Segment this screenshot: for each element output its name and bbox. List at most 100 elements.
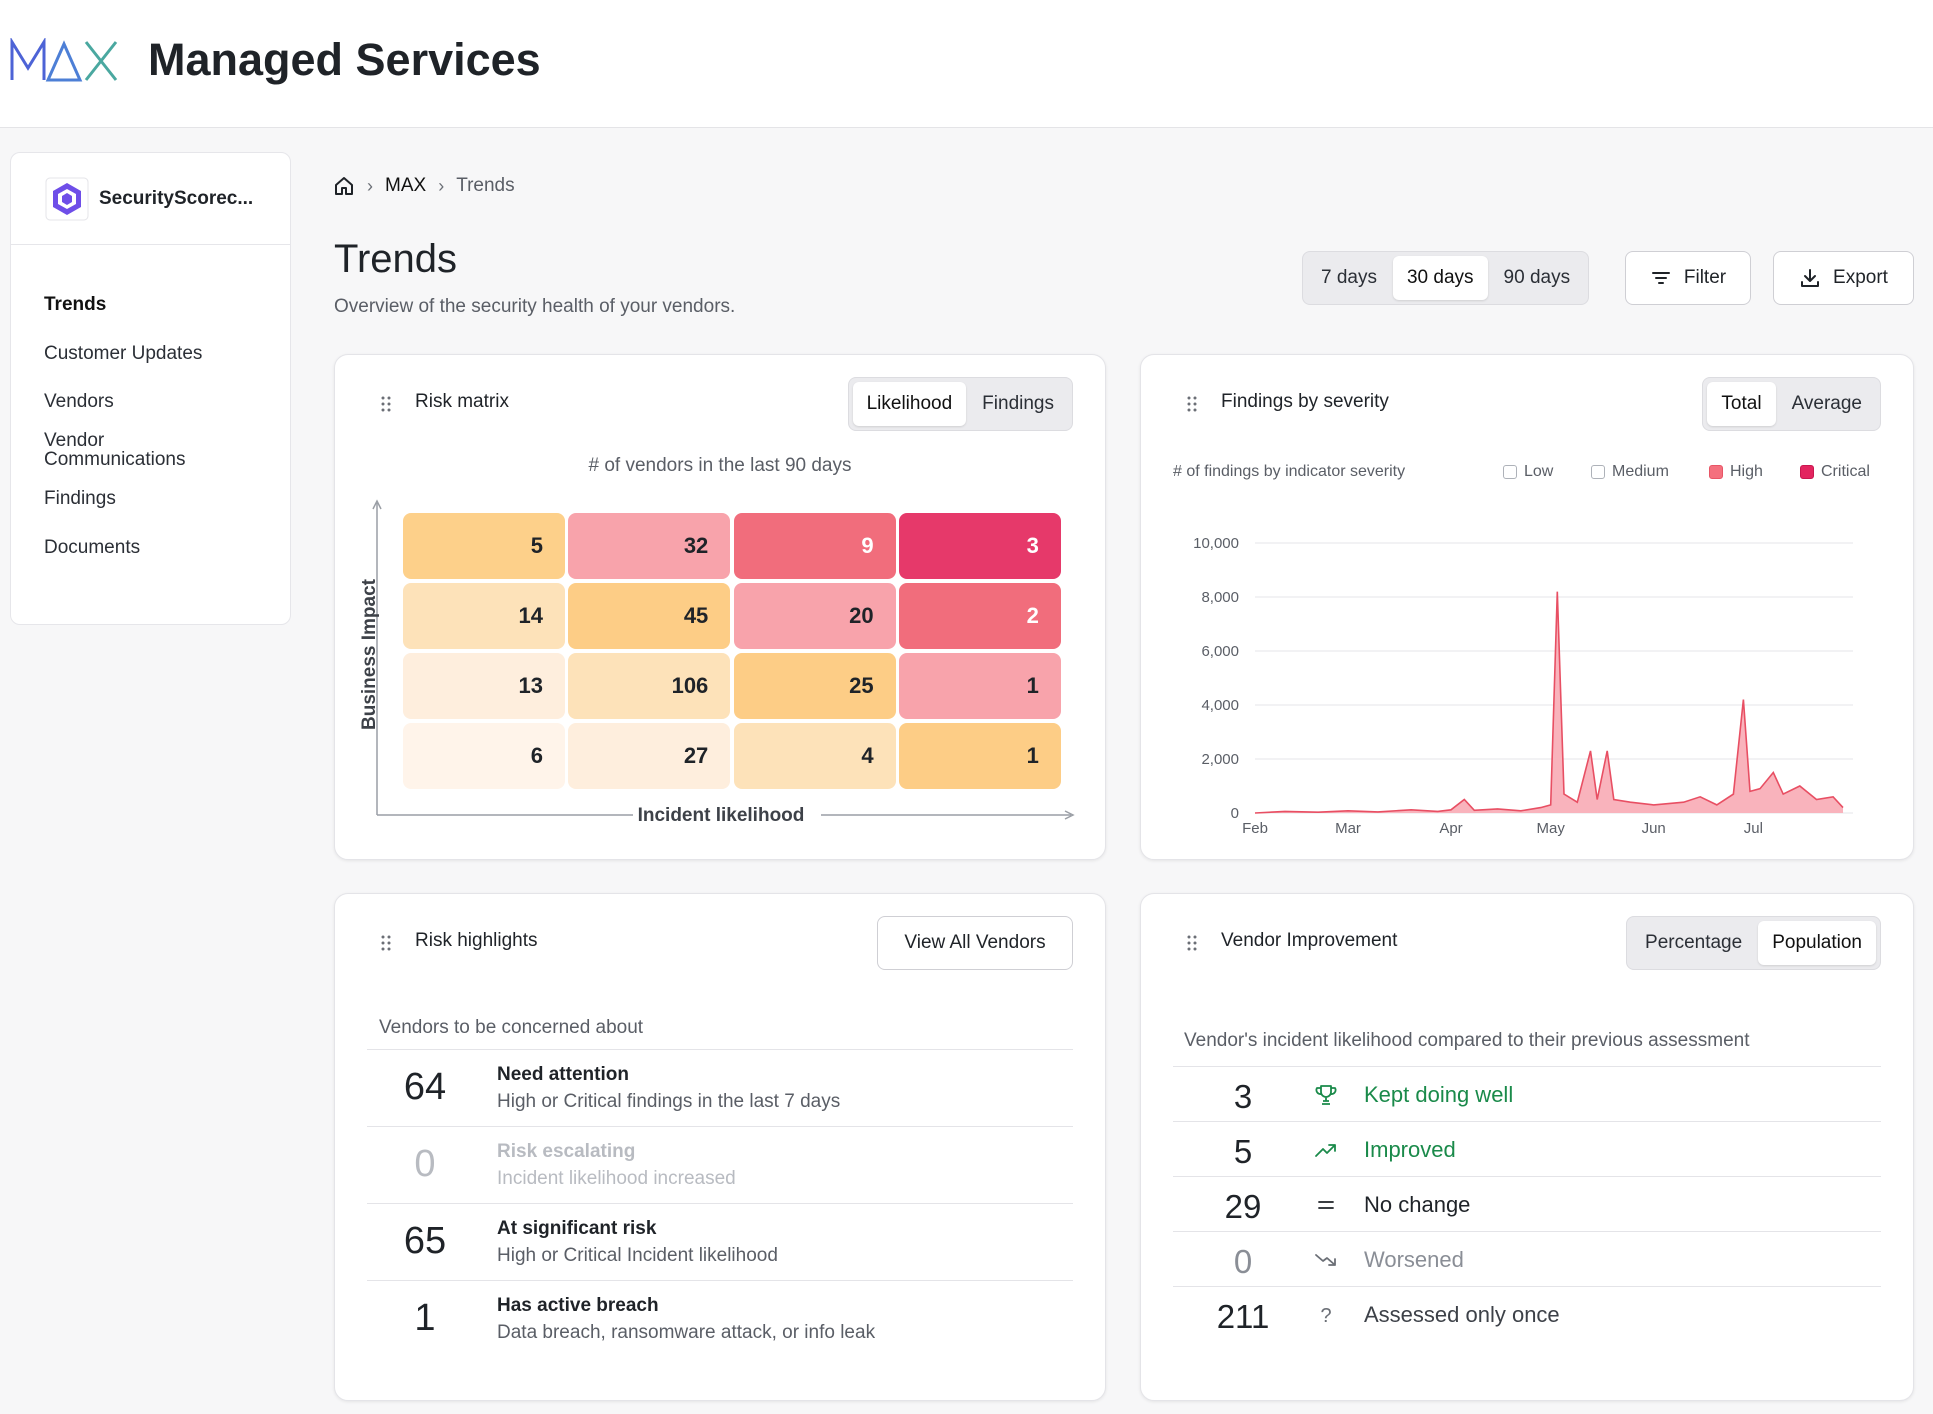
drag-handle-icon[interactable]	[1187, 395, 1197, 413]
risk-matrix-cell[interactable]: 5	[403, 513, 565, 579]
max-logo[interactable]	[10, 38, 118, 82]
risk-matrix-cell[interactable]: 27	[568, 723, 731, 789]
risk-matrix-cell[interactable]: 1	[898, 653, 1061, 719]
sidebar-item-findings[interactable]: Findings	[44, 488, 116, 509]
range-90-days[interactable]: 90 days	[1503, 267, 1571, 288]
list-item[interactable]: 5 Improved	[1173, 1122, 1881, 1177]
list-item[interactable]: 0 Worsened	[1173, 1232, 1881, 1287]
highlight-title: Need attention	[497, 1064, 629, 1085]
trending-up-icon	[1315, 1144, 1336, 1157]
tab-population[interactable]: Population	[1758, 921, 1876, 965]
legend-label: Critical	[1821, 463, 1870, 480]
x-axis-label: Incident likelihood	[637, 805, 805, 826]
list-item[interactable]: 29 No change	[1173, 1177, 1881, 1232]
y-tick-label: 4,000	[1201, 697, 1239, 714]
risk-matrix-cell[interactable]: 45	[568, 583, 731, 649]
risk-matrix-cell[interactable]: 6	[403, 723, 565, 789]
legend-label: Low	[1524, 463, 1554, 480]
risk-matrix-cell[interactable]: 20	[733, 583, 896, 649]
range-7-days[interactable]: 7 days	[1321, 267, 1377, 288]
drag-handle-icon[interactable]	[381, 395, 391, 413]
x-tick-label: Apr	[1439, 820, 1462, 837]
equals-icon	[1318, 1201, 1334, 1209]
view-all-vendors-button[interactable]: View All Vendors	[877, 916, 1073, 970]
chevron-right-icon: ›	[367, 175, 373, 196]
risk-matrix-caption: # of vendors in the last 90 days	[588, 455, 852, 476]
x-tick-label: Feb	[1242, 820, 1268, 837]
question-icon: ?	[1320, 1305, 1331, 1327]
tab-findings[interactable]: Findings	[982, 393, 1054, 414]
risk-matrix-cell[interactable]: 1	[898, 723, 1061, 789]
risk-matrix-tabs: Likelihood Findings	[847, 377, 1073, 431]
y-tick-label: 6,000	[1201, 643, 1239, 660]
filter-button[interactable]: Filter	[1625, 251, 1751, 305]
risk-matrix-cell[interactable]: 13	[403, 653, 565, 719]
range-30-days[interactable]: 30 days	[1392, 256, 1488, 300]
card-title: Findings by severity	[1221, 391, 1389, 412]
highlight-description: Incident likelihood increased	[497, 1168, 736, 1189]
highlight-title: At significant risk	[497, 1218, 657, 1239]
card-title: Risk highlights	[415, 930, 538, 951]
sidebar-item-vendors[interactable]: Vendors	[44, 391, 114, 412]
x-tick-label: Jun	[1642, 820, 1666, 837]
legend-critical[interactable]: Critical	[1800, 463, 1870, 481]
tab-percentage[interactable]: Percentage	[1645, 932, 1743, 953]
chevron-right-icon: ›	[438, 175, 445, 196]
sidebar-item-customer-updates[interactable]: Customer Updates	[44, 342, 203, 364]
list-item[interactable]: 211 ? Assessed only once	[1173, 1287, 1881, 1342]
home-icon[interactable]	[333, 175, 355, 197]
series-area-high[interactable]	[1255, 591, 1844, 813]
export-label: Export	[1833, 267, 1888, 288]
risk-highlights-caption: Vendors to be concerned about	[379, 1017, 644, 1038]
risk-matrix-cell[interactable]: 14	[403, 583, 565, 649]
improvement-count: 3	[1233, 1078, 1253, 1115]
risk-matrix-cell[interactable]: 9	[733, 513, 896, 579]
risk-matrix-cell[interactable]: 106	[568, 653, 731, 719]
trophy-icon	[1315, 1085, 1337, 1105]
series-line-high	[1254, 591, 1844, 814]
sidebar-nav: Trends Customer Updates Vendors Vendor C…	[11, 245, 290, 572]
sidebar-item-trends[interactable]: Trends	[44, 294, 107, 315]
breadcrumb-max[interactable]: MAX	[385, 175, 427, 196]
risk-highlights-card: Risk highlights View All Vendors Vendors…	[334, 893, 1106, 1401]
legend-swatch-low	[1503, 465, 1517, 479]
risk-matrix-cell[interactable]: 4	[733, 723, 896, 789]
x-tick-label: Mar	[1335, 820, 1361, 837]
tab-average[interactable]: Average	[1791, 393, 1862, 414]
improvement-count: 29	[1224, 1188, 1262, 1225]
risk-matrix-cell[interactable]: 2	[898, 583, 1061, 649]
list-item[interactable]: 64 Need attention High or Critical findi…	[367, 1050, 1073, 1127]
legend-low[interactable]: Low	[1503, 463, 1553, 481]
improvement-count: 211	[1216, 1298, 1270, 1335]
top-bar: Managed Services	[0, 0, 1933, 128]
trending-down-icon	[1315, 1254, 1336, 1266]
sidebar-item-vendor-communications[interactable]: Vendor Communications	[44, 429, 186, 470]
legend-high[interactable]: High	[1709, 463, 1763, 481]
drag-handle-icon[interactable]	[381, 934, 391, 952]
tab-total[interactable]: Total	[1707, 382, 1776, 426]
highlight-count: 65	[403, 1220, 447, 1262]
legend-medium[interactable]: Medium	[1591, 463, 1669, 481]
list-item[interactable]: 3 Kept doing well	[1173, 1067, 1881, 1122]
highlight-description: High or Critical findings in the last 7 …	[497, 1091, 841, 1112]
org-switcher[interactable]: SecurityScorec...	[11, 153, 290, 245]
drag-handle-icon[interactable]	[1187, 934, 1197, 952]
tab-likelihood[interactable]: Likelihood	[852, 382, 967, 426]
highlight-description: High or Critical Incident likelihood	[497, 1245, 778, 1266]
legend-label: High	[1730, 463, 1763, 480]
improvement-count: 5	[1233, 1133, 1253, 1170]
vendor-improvement-tabs: Percentage Population	[1626, 916, 1881, 970]
securityscorecard-icon	[45, 177, 89, 220]
risk-matrix-cell[interactable]: 3	[898, 513, 1061, 579]
legend-label: Medium	[1612, 463, 1669, 480]
risk-matrix-cell[interactable]: 25	[733, 653, 896, 719]
export-button[interactable]: Export	[1773, 251, 1914, 305]
sidebar-item-documents[interactable]: Documents	[44, 536, 141, 558]
findings-by-severity-card: Findings by severity Total Average # of …	[1140, 354, 1914, 860]
list-item[interactable]: 1 Has active breach Data breach, ransomw…	[367, 1281, 1073, 1358]
list-item[interactable]: 65 At significant risk High or Critical …	[367, 1204, 1073, 1281]
improvement-label: No change	[1364, 1192, 1471, 1217]
sidebar: SecurityScorec... Trends Customer Update…	[10, 152, 291, 625]
risk-matrix-cell[interactable]: 32	[568, 513, 731, 579]
